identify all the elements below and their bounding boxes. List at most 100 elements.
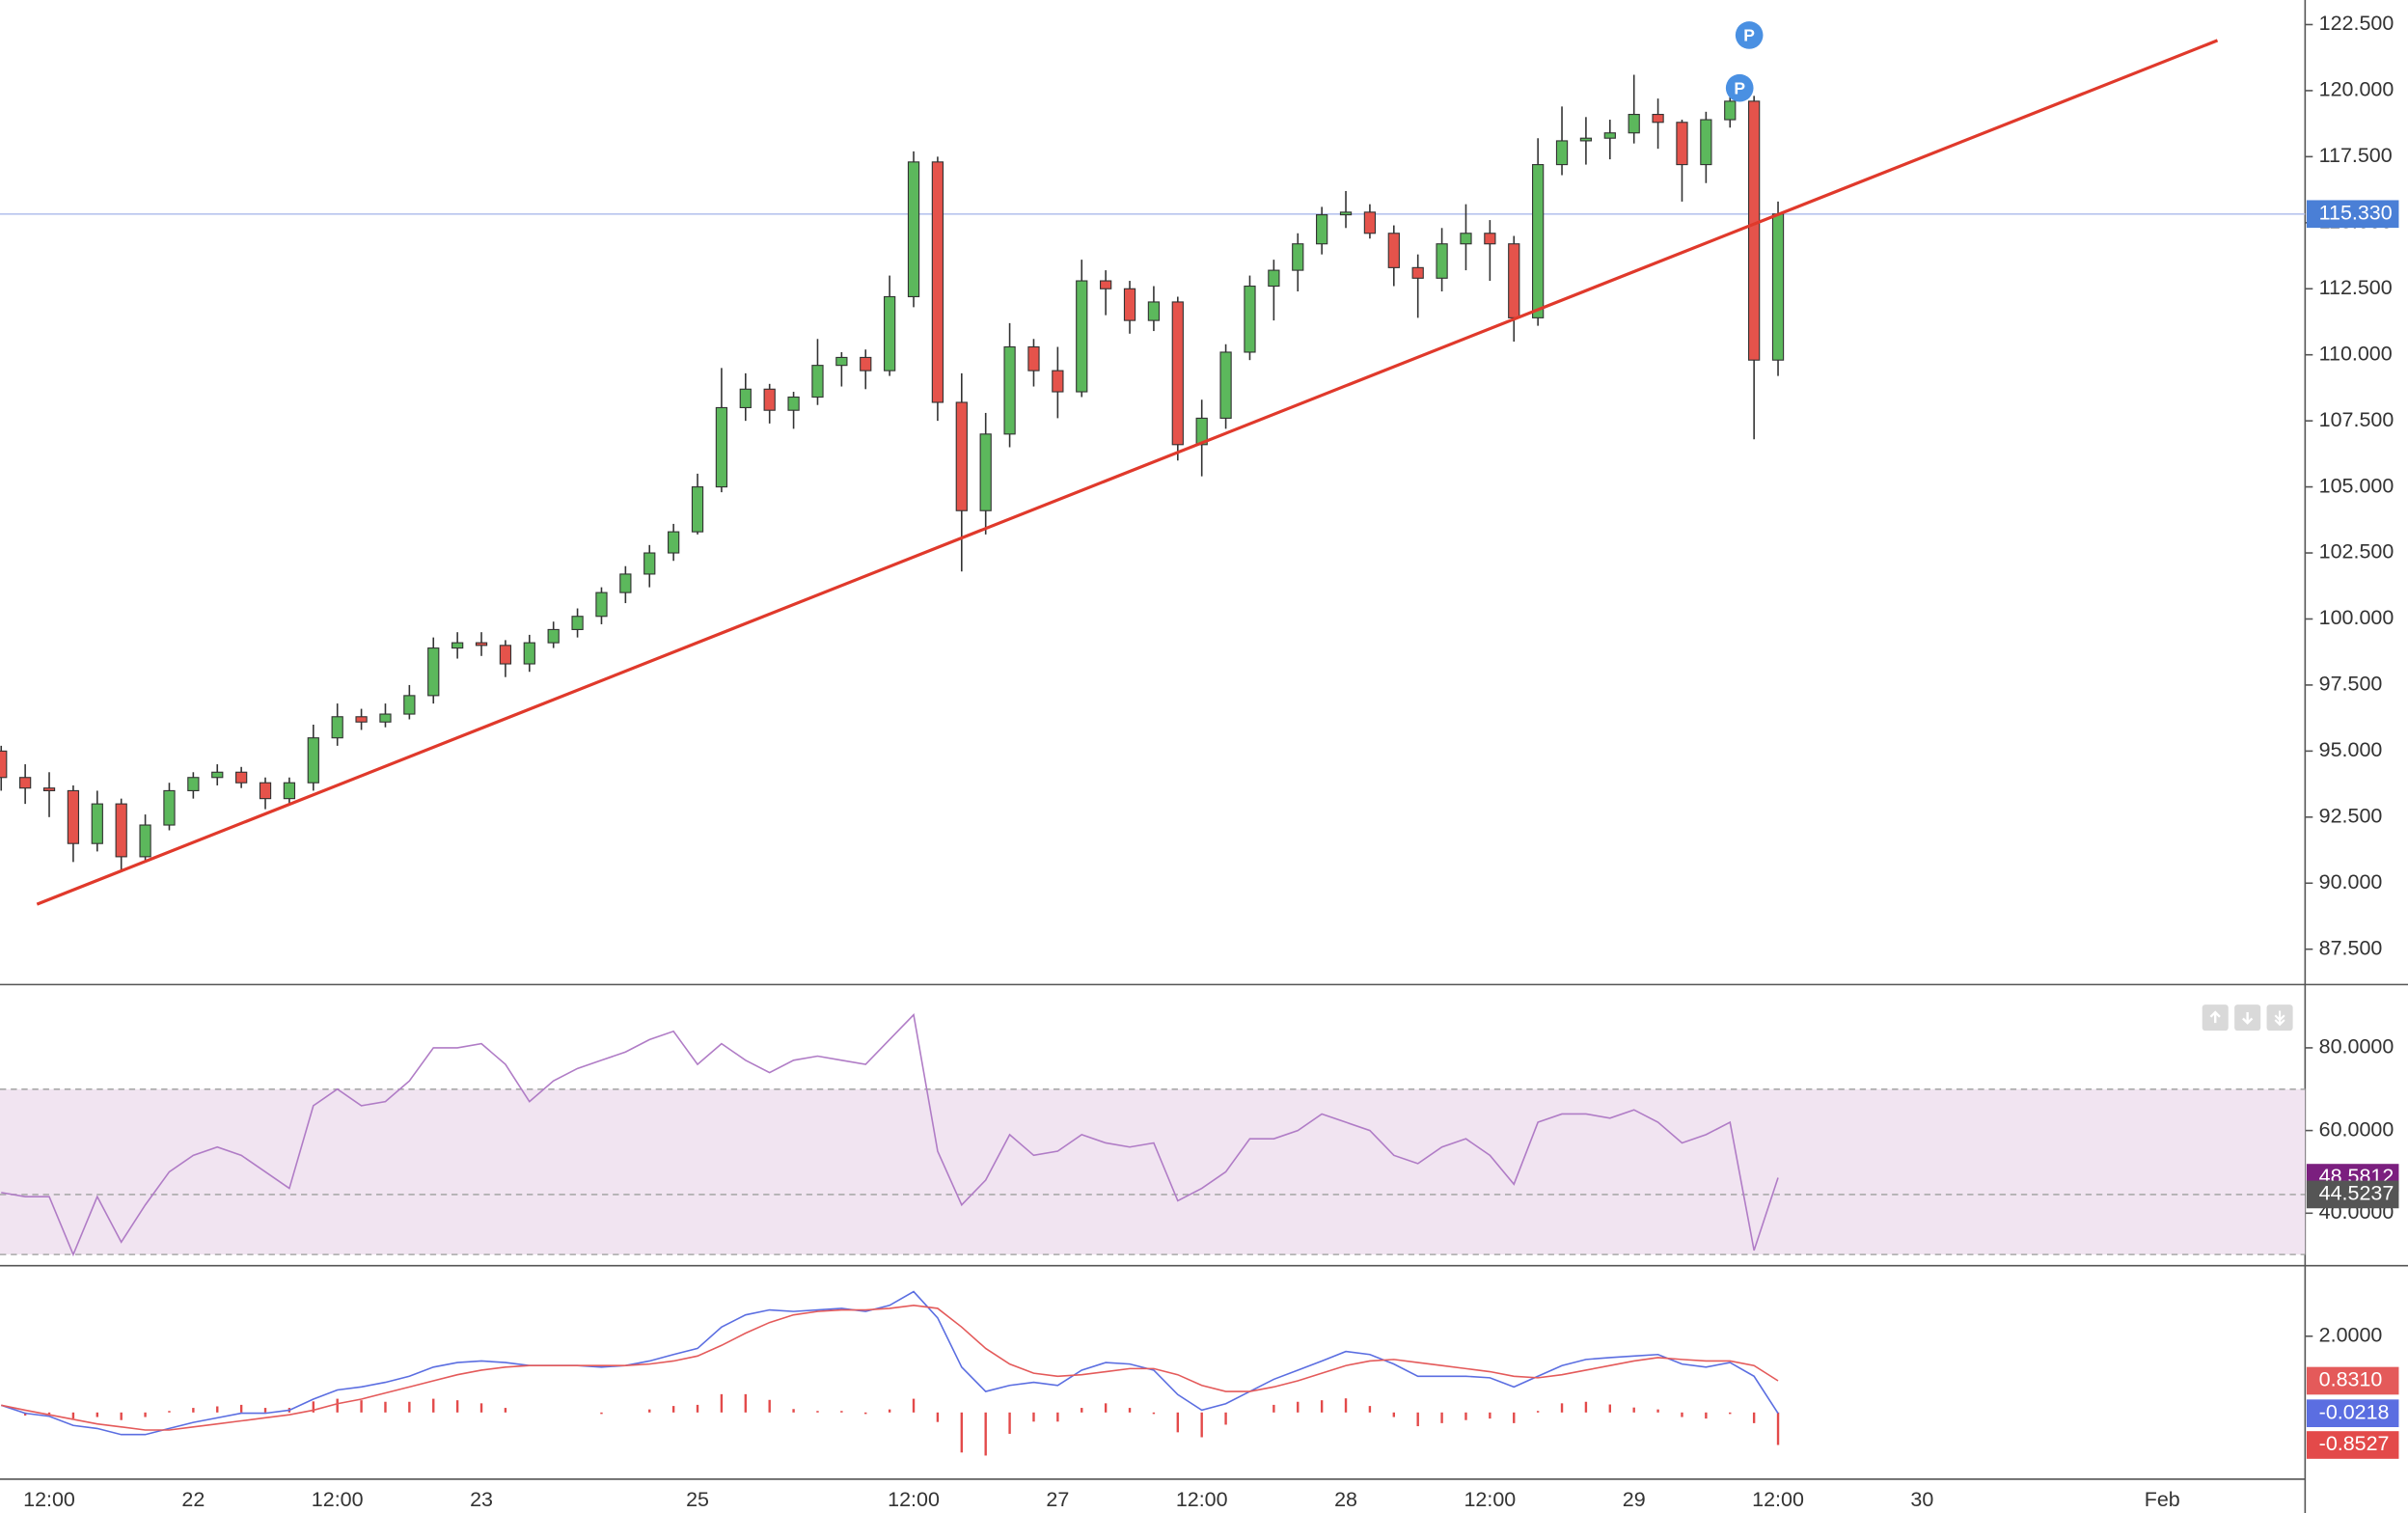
icon-up [2209,1010,2221,1024]
candle-body [91,803,103,844]
candle-body [1195,417,1208,446]
candle-body [475,642,488,646]
candle-body [259,782,272,800]
x-tick-label: 30 [1910,1488,1933,1511]
x-tick-label: 12:00 [23,1488,75,1511]
x-tick-label: 22 [181,1488,205,1511]
candle-body [955,401,968,511]
candle-body [668,531,680,554]
y-tick-label: 87.500 [2319,936,2383,959]
candle-body [452,642,464,649]
candle-body [1123,288,1136,321]
icon-collapse [2274,1010,2285,1027]
x-tick-label: 12:00 [888,1488,940,1511]
candle-body [1460,233,1472,245]
candle-body [331,716,343,739]
candle-body [1339,211,1353,216]
candle-body [523,642,535,665]
x-tick-label: 23 [470,1488,493,1511]
candle-body [1603,132,1616,139]
x-tick-label: 12:00 [312,1488,364,1511]
series-line [1,1304,1779,1431]
candle-body [643,552,656,575]
last-value-label: -0.8527 [2319,1432,2390,1455]
candle-body [283,782,296,800]
candle-body [763,388,776,411]
last-price-label: 115.330 [2319,201,2393,224]
y-tick-label: 100.000 [2319,606,2394,629]
y-tick-label: 95.000 [2319,738,2383,761]
candle-body [884,295,896,371]
reference-label: 44.5237 [2319,1182,2394,1205]
candle-body [1171,301,1184,446]
candle-body [787,396,800,411]
rsi-band [0,1088,2306,1255]
candle-body [979,433,992,511]
candle-body [115,803,127,858]
candle-body [1771,213,1785,361]
icon-down [2242,1012,2254,1025]
candle-body [1076,280,1088,393]
marker-label: P [1734,78,1745,97]
candle-body [19,777,32,789]
candle-body [1579,137,1593,142]
candle-body [1363,211,1377,234]
candle-body [1052,370,1064,393]
candle-body [907,161,920,298]
candle-body [1436,243,1448,279]
y-tick-label: 120.000 [2319,78,2394,101]
candle-body [427,647,440,697]
y-tick-label: 110.000 [2319,342,2393,365]
last-value-label: 0.8310 [2319,1368,2383,1391]
y-tick-label: 105.000 [2319,474,2394,497]
last-value-label: -0.0218 [2319,1400,2390,1423]
x-tick-label: 25 [686,1488,709,1511]
trendline [36,39,2219,906]
x-tick-label: 12:00 [1464,1488,1516,1511]
candle-body [1724,100,1737,121]
candle-body [187,777,200,791]
y-tick-label: 80.0000 [2319,1035,2394,1059]
candle-body [811,365,824,399]
candle-body [1244,285,1256,353]
candle-body [379,713,392,723]
candle-body [67,789,80,844]
candle-body [595,591,608,618]
y-tick-label: 92.500 [2319,804,2383,827]
candle-body [691,486,704,533]
y-tick-label: 117.500 [2319,144,2393,167]
marker-label: P [1743,26,1755,45]
candle-body [211,771,224,779]
candle-body [860,356,872,371]
candle-body [619,573,632,593]
last-value-label-box [2306,1399,2399,1428]
x-tick-label: 28 [1334,1488,1357,1511]
candle-body [1700,119,1712,166]
candle-body [739,388,752,409]
candle-body [931,161,944,403]
candle-body [1748,100,1761,361]
pane-controls [2202,1004,2293,1032]
candle-body [1147,301,1161,321]
candle-body [835,356,848,367]
candle-body [0,750,8,779]
candle-body [1652,114,1664,124]
candle-body [1484,233,1496,245]
candle-body [1100,280,1112,289]
marker [1735,21,1764,49]
price-plot [0,39,2306,906]
candle-body [355,716,368,723]
candle-body [1003,345,1016,435]
candle-body [1219,351,1232,419]
candle-body [547,628,560,644]
candle-body [139,824,151,858]
y-tick-label: 102.500 [2319,540,2394,564]
candle-body [1555,140,1569,166]
x-tick-label: 27 [1046,1488,1069,1511]
candle-body [1411,266,1424,279]
y-tick-label: 112.500 [2319,276,2393,299]
y-tick-label: 2.0000 [2319,1323,2383,1346]
x-tick-label: 12:00 [1176,1488,1228,1511]
y-tick-label: 97.500 [2319,673,2383,696]
